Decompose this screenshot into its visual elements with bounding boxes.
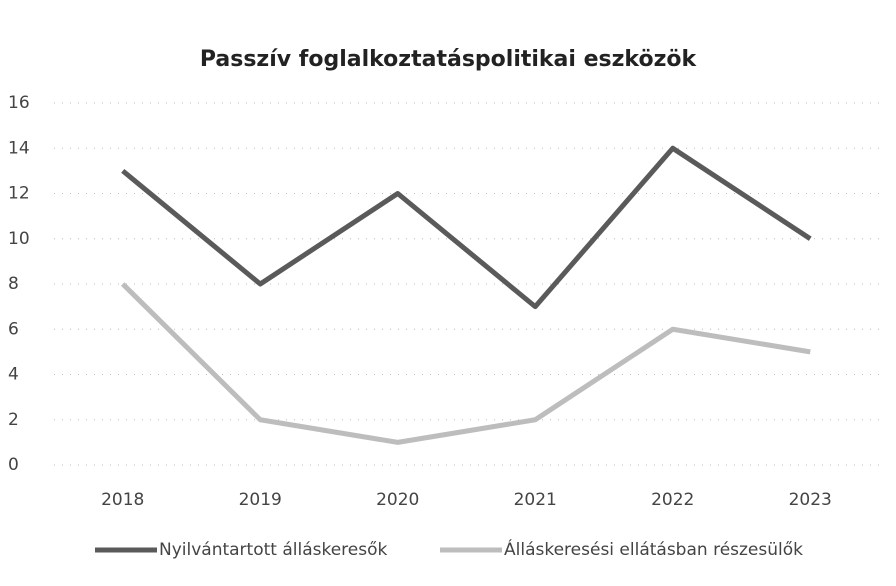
y-tick-label: 12 <box>8 184 30 204</box>
x-tick-label: 2023 <box>789 490 832 510</box>
x-tick-label: 2022 <box>651 490 694 510</box>
y-tick-label: 4 <box>8 365 19 385</box>
series-line <box>121 145 812 310</box>
series-line <box>120 282 811 445</box>
chart-title: Passzív foglalkoztatáspolitikai eszközök <box>200 47 698 72</box>
y-tick-label: 8 <box>8 274 19 294</box>
legend-label: Álláskeresési ellátásban részesülők <box>504 538 803 560</box>
y-tick-label: 14 <box>8 138 30 158</box>
x-tick-label: 2019 <box>239 490 282 510</box>
y-tick-label: 0 <box>8 455 19 475</box>
x-tick-label: 2020 <box>376 490 419 510</box>
y-tick-label: 16 <box>8 93 30 113</box>
x-tick-label: 2018 <box>101 490 144 510</box>
x-tick-label: 2021 <box>514 490 557 510</box>
y-tick-label: 10 <box>8 229 30 249</box>
y-tick-label: 6 <box>8 319 19 339</box>
y-tick-label: 2 <box>8 410 19 430</box>
legend-label: Nyilvántartott álláskeresők <box>159 540 388 560</box>
